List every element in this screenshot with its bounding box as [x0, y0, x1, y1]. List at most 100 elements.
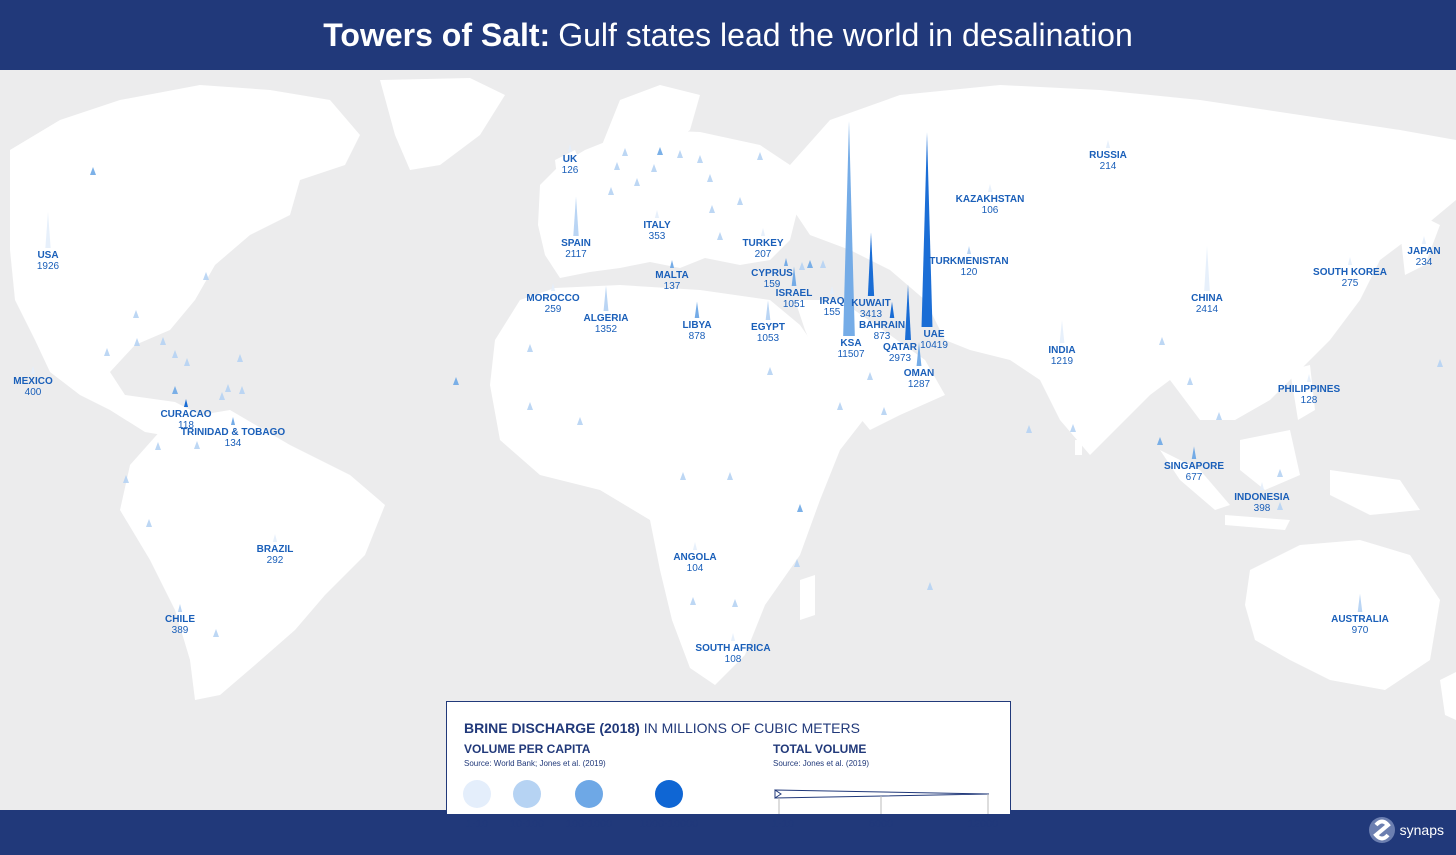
minor-spike: [134, 338, 140, 346]
label-value: 106: [981, 205, 999, 216]
label-value: 11507: [837, 349, 865, 360]
label-value: 389: [171, 625, 189, 636]
label-name: EGYPT: [751, 322, 785, 333]
label-name: UAE: [923, 329, 945, 340]
label-value: 1287: [907, 379, 931, 390]
label-value: 234: [1415, 257, 1433, 268]
landmass-scandinavia: [600, 85, 700, 165]
spike-spain: [573, 196, 579, 236]
label-value: 128: [1300, 395, 1318, 406]
minor-spike: [213, 629, 219, 637]
label-name: CHINA: [1191, 293, 1223, 304]
spike-oman: [916, 341, 922, 366]
minor-spike: [1437, 359, 1443, 367]
spike-libya: [694, 301, 700, 318]
label-russia: RUSSIA 214: [1089, 150, 1127, 172]
minor-spike: [123, 475, 129, 483]
minor-spike: [622, 148, 628, 156]
total-tick-3: 12000: [967, 818, 999, 830]
minor-spike: [614, 162, 620, 170]
label-value: 118: [178, 420, 194, 431]
label-value: 214: [1099, 161, 1117, 172]
label-india: INDIA 1219: [1048, 345, 1075, 367]
spike-uae: [921, 132, 933, 327]
label-value: 400: [24, 387, 42, 398]
minor-spike: [146, 519, 152, 527]
landmass-new-zealand: [1440, 672, 1456, 720]
label-name: ITALY: [643, 220, 671, 231]
label-name: IRAQ: [819, 296, 845, 307]
minor-spike: [1277, 502, 1283, 510]
label-value: 108: [724, 654, 742, 665]
spike-italy: [654, 210, 660, 218]
spike-indonesia: [1259, 482, 1265, 490]
label-value: 1926: [36, 261, 60, 272]
label-ksa: KSA 11507: [837, 338, 864, 360]
label-name: AUSTRALIA: [1331, 614, 1389, 625]
label-name: BRAZIL: [256, 544, 294, 555]
label-name: KUWAIT: [851, 298, 891, 309]
world-map: USA 1926 MEXICO 400 CURACAO 118 TRINIDAD & TOB…: [0, 70, 1456, 810]
minor-spike: [1216, 412, 1222, 420]
minor-spike: [807, 260, 813, 268]
minor-spike: [577, 417, 583, 425]
spike-mexico: [30, 366, 36, 374]
label-value: 137: [663, 281, 681, 292]
label-turkmenistan: TURKMENISTAN 120: [929, 256, 1008, 278]
total-volume-source: Source: Jones et al. (2019): [773, 759, 870, 768]
minor-spike: [737, 197, 743, 205]
spike-ksa: [843, 121, 855, 336]
tier-3-swatch: [575, 780, 603, 808]
label-israel: ISRAEL 1051: [776, 288, 813, 310]
label-name: SOUTH KOREA: [1313, 267, 1387, 278]
label-iraq: IRAQ 155: [820, 296, 845, 318]
minor-spike: [453, 377, 459, 385]
label-name: ANGOLA: [673, 552, 717, 563]
minor-spike: [794, 559, 800, 567]
per-capita-source: Source: World Bank; Jones et al. (2019): [464, 759, 606, 768]
minor-spike: [820, 260, 826, 268]
tier-2-swatch: [513, 780, 541, 808]
label-value: 155: [823, 307, 841, 318]
minor-spike: [867, 372, 873, 380]
spike-philippines: [1306, 374, 1312, 382]
label-spain: SPAIN 2117: [561, 238, 591, 260]
label-value: 1352: [594, 324, 618, 335]
label-morocco: MOROCCO 259: [526, 293, 579, 315]
total-volume-scale: [774, 789, 990, 814]
tier-4-swatch: [655, 780, 683, 808]
landmass-arabia: [795, 300, 945, 430]
label-name: SOUTH AFRICA: [695, 643, 771, 654]
minor-spike: [651, 164, 657, 172]
synaps-logo-icon: [1368, 817, 1395, 843]
minor-spike: [184, 358, 190, 366]
minor-spike: [690, 597, 696, 605]
minor-spike: [104, 348, 110, 356]
label-value: 126: [561, 165, 579, 176]
landmass-sri-lanka: [1075, 440, 1082, 455]
tier-4-label: 1000-10000: [639, 818, 699, 830]
minor-spike: [757, 152, 763, 160]
landmass-japan: [1400, 215, 1440, 275]
label-name: CHILE: [165, 614, 195, 625]
spike-chile: [177, 604, 183, 612]
minor-spike: [194, 441, 200, 449]
minor-spike: [172, 386, 178, 394]
label-value: 873: [873, 331, 891, 342]
landmass-sumatra: [1160, 450, 1230, 510]
minor-spike: [160, 337, 166, 345]
label-mexico: MEXICO 400: [13, 376, 52, 398]
landmass-greenland: [380, 78, 505, 170]
label-chile: CHILE 389: [165, 614, 195, 636]
spike-turkmenistan: [966, 246, 972, 254]
label-value: 2117: [565, 249, 587, 260]
label-bahrain: BAHRAIN 873: [859, 320, 905, 342]
spike-trinidad-tobago: [230, 417, 236, 425]
landmass-north-america: [10, 85, 360, 438]
label-kuwait: KUWAIT 3413: [851, 298, 890, 320]
label-name: OMAN: [903, 368, 935, 379]
label-name: SINGAPORE: [1163, 461, 1225, 472]
label-name: RUSSIA: [1089, 150, 1127, 161]
label-turkey: TURKEY 207: [742, 238, 783, 260]
minor-spike: [677, 150, 683, 158]
